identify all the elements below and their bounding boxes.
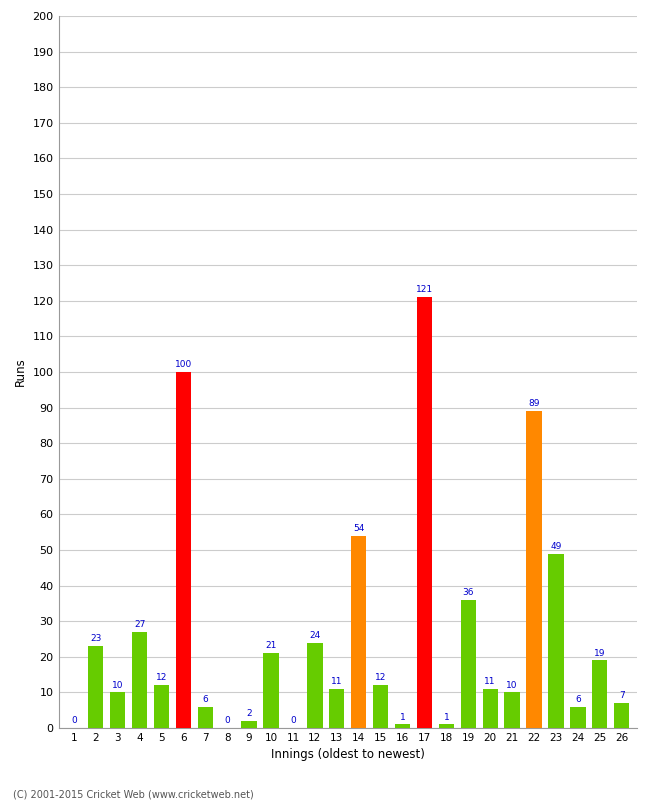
Text: 100: 100 <box>175 360 192 369</box>
Text: 2: 2 <box>246 709 252 718</box>
Text: 36: 36 <box>463 588 474 597</box>
Bar <box>110 693 125 728</box>
Y-axis label: Runs: Runs <box>14 358 27 386</box>
Bar <box>154 686 169 728</box>
Bar <box>548 554 564 728</box>
Text: 11: 11 <box>484 677 496 686</box>
Text: 7: 7 <box>619 691 625 700</box>
Bar <box>351 536 367 728</box>
Bar <box>329 689 344 728</box>
Text: (C) 2001-2015 Cricket Web (www.cricketweb.net): (C) 2001-2015 Cricket Web (www.cricketwe… <box>13 790 254 800</box>
Text: 0: 0 <box>224 716 230 725</box>
Bar <box>570 706 586 728</box>
Text: 23: 23 <box>90 634 101 643</box>
Text: 0: 0 <box>71 716 77 725</box>
Text: 11: 11 <box>331 677 343 686</box>
Bar <box>614 703 629 728</box>
Text: 54: 54 <box>353 524 365 533</box>
Text: 27: 27 <box>134 620 145 629</box>
Text: 24: 24 <box>309 630 320 640</box>
Text: 49: 49 <box>551 542 562 550</box>
Bar <box>307 642 322 728</box>
X-axis label: Innings (oldest to newest): Innings (oldest to newest) <box>271 749 424 762</box>
Bar <box>504 693 520 728</box>
Bar <box>526 411 541 728</box>
Bar <box>198 706 213 728</box>
Bar <box>395 725 410 728</box>
Bar <box>417 298 432 728</box>
Text: 1: 1 <box>443 713 449 722</box>
Text: 12: 12 <box>156 674 167 682</box>
Bar <box>592 660 607 728</box>
Text: 121: 121 <box>416 286 433 294</box>
Text: 1: 1 <box>400 713 406 722</box>
Text: 10: 10 <box>112 681 124 690</box>
Text: 19: 19 <box>594 649 606 658</box>
Text: 21: 21 <box>265 642 277 650</box>
Bar <box>461 600 476 728</box>
Bar <box>263 654 279 728</box>
Bar <box>373 686 388 728</box>
Bar <box>439 725 454 728</box>
Bar <box>88 646 103 728</box>
Bar <box>241 721 257 728</box>
Text: 6: 6 <box>202 694 208 704</box>
Text: 10: 10 <box>506 681 518 690</box>
Text: 0: 0 <box>290 716 296 725</box>
Text: 89: 89 <box>528 399 539 408</box>
Text: 6: 6 <box>575 694 580 704</box>
Bar <box>176 372 191 728</box>
Bar <box>482 689 498 728</box>
Bar <box>132 632 148 728</box>
Text: 12: 12 <box>375 674 386 682</box>
